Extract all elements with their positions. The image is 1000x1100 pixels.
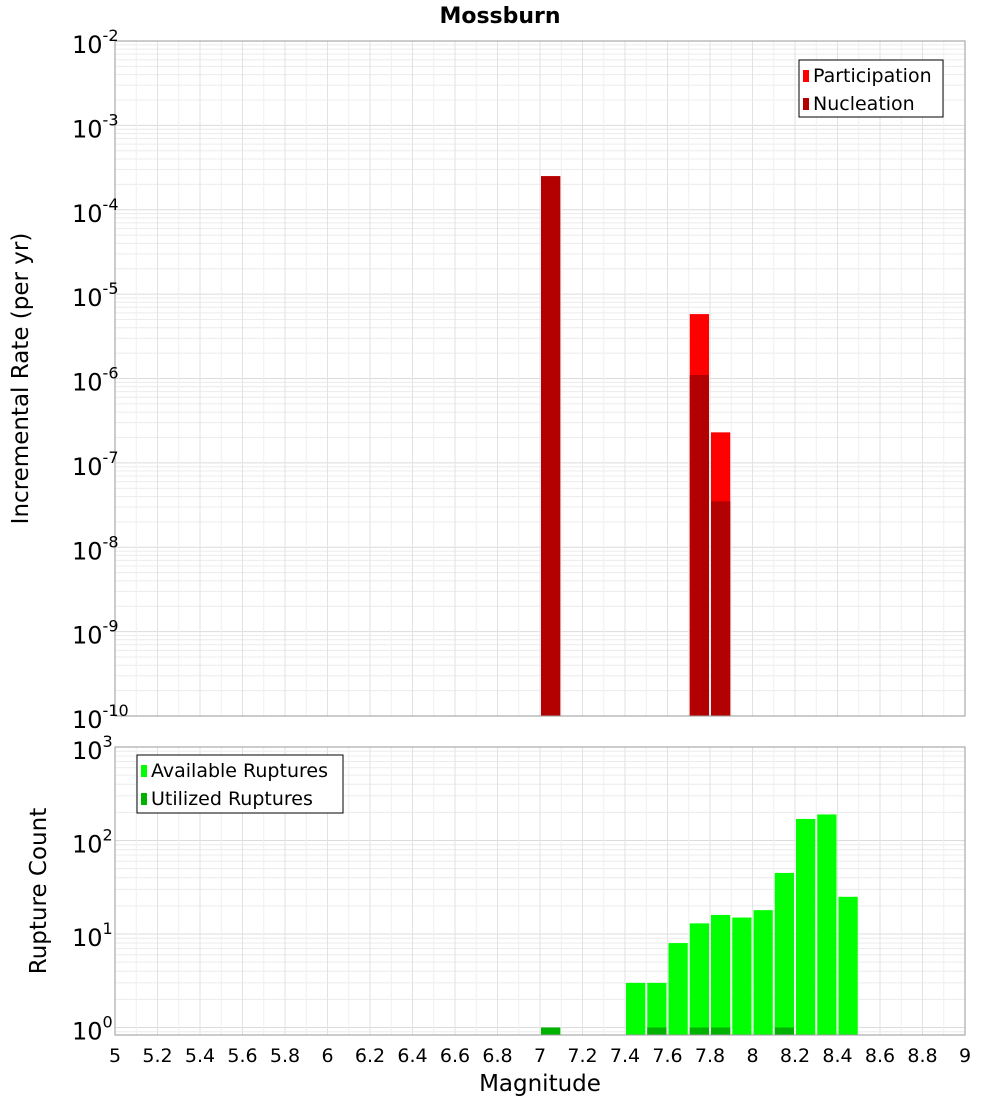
y-tick-label: 10-6	[72, 364, 119, 397]
rate-bar-s2	[541, 176, 561, 716]
y-tick-label: 100	[72, 1013, 113, 1046]
legend-box	[798, 59, 944, 118]
x-tick-label: 7.8	[695, 1045, 725, 1067]
x-axis-label: Magnitude	[479, 1071, 601, 1097]
x-tick-label: 6.8	[482, 1045, 512, 1067]
x-tick-label: 6.6	[440, 1045, 470, 1067]
legend-label: Participation	[813, 65, 932, 87]
y-tick-label: 10-8	[72, 532, 119, 565]
y-axis-label: Rupture Count	[26, 808, 52, 974]
count-bar-s1	[711, 914, 731, 1035]
legend-swatch	[141, 793, 147, 805]
x-tick-label: 6	[321, 1045, 333, 1067]
count-panel: 100 101 102 103 Rupture Count Available Ruptu…	[26, 732, 966, 1046]
count-bar-s1	[817, 814, 837, 1035]
legend-swatch	[803, 70, 809, 82]
x-tick-label: 7	[534, 1045, 546, 1067]
count-bar-s1	[838, 896, 858, 1035]
x-tick-label: 8.6	[865, 1045, 895, 1067]
x-tick-label: 5	[109, 1045, 121, 1067]
plot-border	[114, 746, 966, 1036]
x-tick-label: 7.6	[652, 1045, 682, 1067]
x-tick-label: 7.4	[610, 1045, 640, 1067]
count-bar-s1	[796, 818, 816, 1035]
x-tick-label: 5.6	[227, 1045, 257, 1067]
legend: Participation Nucleation	[798, 59, 944, 118]
x-tick-label: 8.8	[907, 1045, 937, 1067]
legend-label: Nucleation	[813, 93, 915, 115]
count-bar-s1	[732, 917, 752, 1035]
plot-border	[114, 40, 966, 717]
count-bar-s1	[774, 872, 794, 1035]
y-tick-label: 10-5	[72, 279, 119, 312]
x-tick-label: 6.2	[355, 1045, 385, 1067]
legend-label: Utilized Ruptures	[151, 788, 313, 810]
y-axis-label: Incremental Rate (per yr)	[8, 233, 34, 525]
legend-swatch	[803, 98, 809, 110]
rate-panel: 10-10 10-9 10-8 10-7 10-6 10-5 10-4 10-3 10-2 Inc…	[8, 26, 966, 734]
x-tick-label: 5.2	[142, 1045, 172, 1067]
x-tick-label: 5.8	[270, 1045, 300, 1067]
x-tick-label: 5.4	[185, 1045, 215, 1067]
y-tick-label: 102	[72, 826, 113, 859]
x-axis: 5 5.2 5.4 5.6 5.8 6 6.2 6.4 6.6 6.8 7 7.2 7.4 7.6 7.8 8…	[109, 1045, 971, 1067]
count-bar-s2	[711, 1027, 731, 1035]
count-bar-s1	[689, 923, 709, 1035]
y-tick-label: 10-10	[72, 701, 129, 734]
y-tick-label: 10-3	[72, 110, 119, 143]
y-tick-label: 10-2	[72, 26, 119, 59]
x-tick-label: 8.4	[822, 1045, 852, 1067]
legend-swatch	[141, 765, 147, 777]
x-tick-label: 8	[746, 1045, 758, 1067]
x-tick-label: 9	[959, 1045, 971, 1067]
x-tick-label: 8.2	[780, 1045, 810, 1067]
count-bar-s2	[689, 1027, 709, 1035]
count-bar-s1	[626, 982, 646, 1035]
legend: Available Ruptures Utilized Ruptures	[136, 754, 344, 814]
count-bar-s2	[774, 1027, 794, 1035]
y-tick-label: 103	[72, 732, 113, 765]
count-bar-s2	[541, 1027, 561, 1035]
chart-title: Mossburn	[439, 4, 560, 29]
legend-label: Available Ruptures	[151, 760, 328, 782]
count-bar-s1	[668, 943, 688, 1035]
count-bar-s1	[753, 910, 773, 1035]
count-bar-s1	[647, 982, 667, 1035]
rate-bar-s2	[711, 501, 731, 716]
y-tick-label: 10-7	[72, 448, 119, 481]
legend-box	[136, 754, 344, 814]
y-tick-label: 10-4	[72, 195, 119, 228]
x-tick-label: 7.2	[567, 1045, 597, 1067]
x-tick-label: 6.4	[397, 1045, 427, 1067]
y-tick-label: 10-9	[72, 617, 119, 650]
y-tick-label: 101	[72, 919, 113, 952]
count-bar-s2	[647, 1027, 667, 1035]
rate-bar-s2	[689, 375, 709, 716]
